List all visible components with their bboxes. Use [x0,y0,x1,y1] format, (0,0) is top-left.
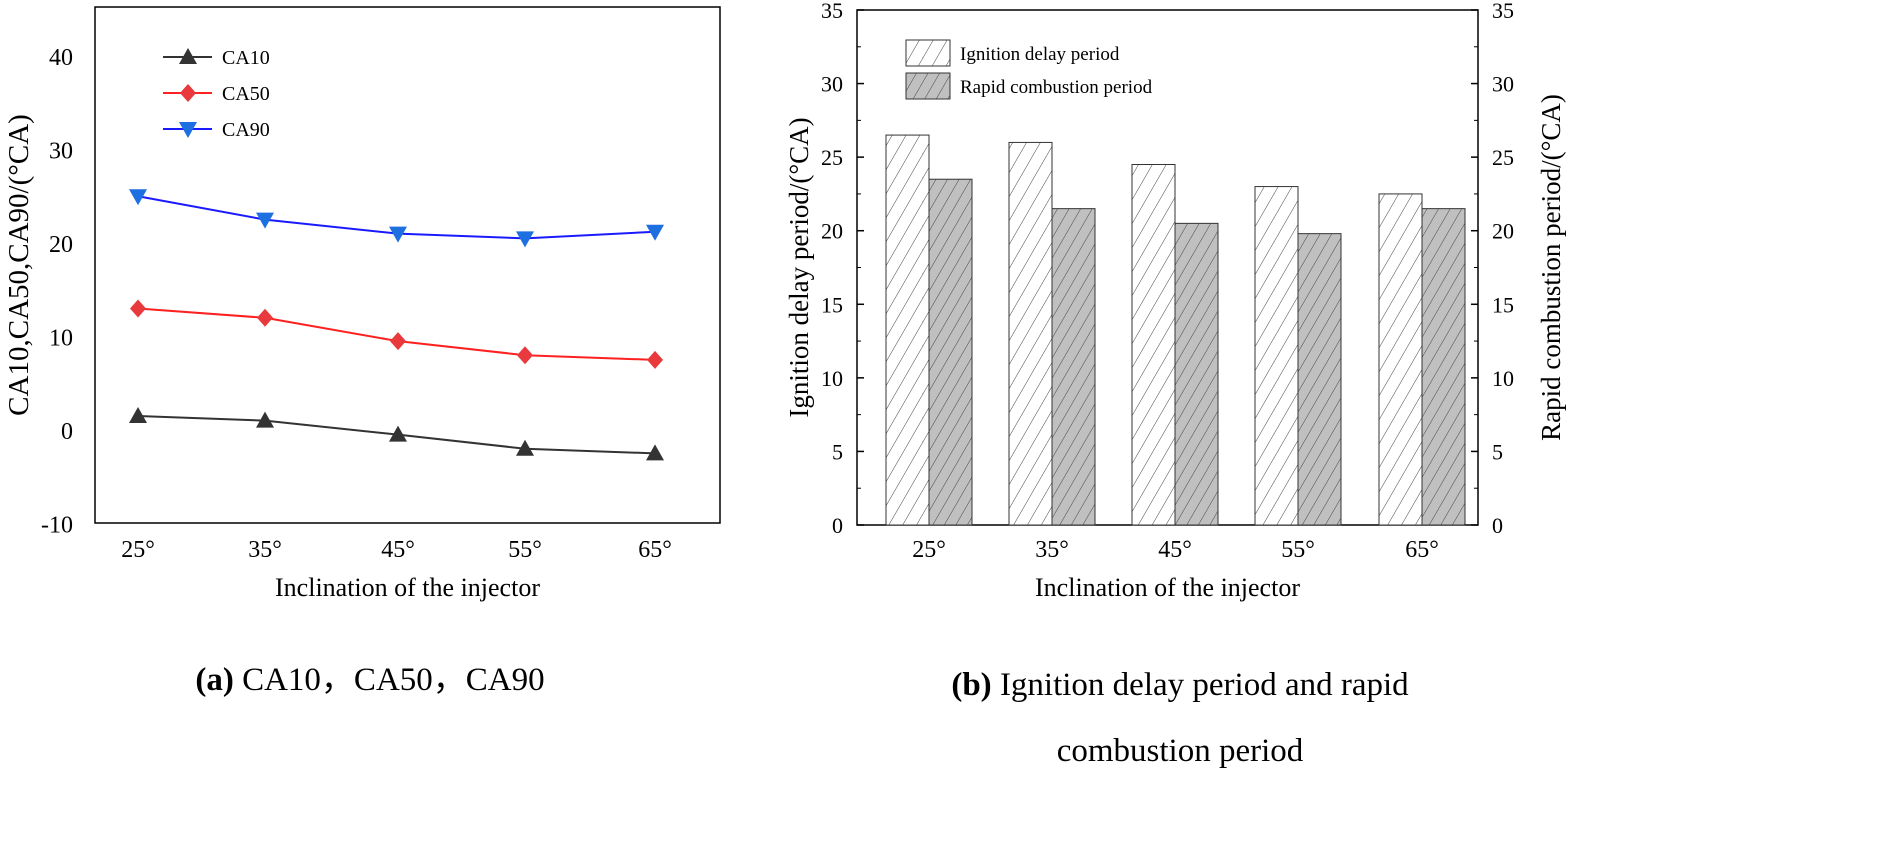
data-point-marker [129,406,147,423]
x-tick-label: 35° [248,537,282,563]
line-chart: -10 0 10 20 30 40 25° 35° 45° 55° 65° Inclination o… [3,6,721,602]
data-point-marker [256,411,274,428]
legend-label: CA90 [222,119,270,141]
data-point-marker [179,122,197,138]
x-tick-label: 65° [638,537,672,563]
legend-label: Rapid combustion period [960,77,1153,98]
caption-a-label: (a) [195,662,234,698]
bar [1297,233,1342,526]
data-point-marker [516,231,534,248]
data-point-marker [516,439,534,456]
x-axis-label: Inclination of the injector [275,573,540,602]
bar-chart: 0 0 5 5 10 10 15 15 20 20 25 25 30 30 35 35 25° 35° 45° 55°… [784,0,1566,602]
data-point-marker [647,350,663,369]
x-tick-label: 55° [1281,537,1315,563]
series-ca90 [129,189,664,248]
y-tick-label: 5 [832,439,843,464]
legend-swatch [905,72,951,100]
y-tick-label: 0 [61,419,73,445]
legend-label: Ignition delay period [960,44,1120,65]
data-point-marker [257,308,273,327]
caption-b: (b) Ignition delay period and rapid comb… [880,652,1480,784]
caption-b-line2: combustion period [1056,733,1304,769]
y-tick-label: 30 [821,72,843,97]
x-tick-label: 25° [912,537,946,563]
y-tick-label: 20 [49,232,73,258]
legend-label: CA10 [222,47,270,69]
y-right-tick-label: 0 [1492,513,1503,538]
y-right-tick-label: 25 [1492,145,1514,170]
y-tick-label: 10 [821,366,843,391]
data-point-marker [389,425,407,442]
data-point-marker [256,212,274,229]
series-ca10 [129,406,664,461]
data-point-marker [389,226,407,243]
bar [1421,208,1466,526]
y-right-tick-label: 30 [1492,72,1514,97]
caption-b-line1: Ignition delay period and rapid [991,667,1409,703]
data-point-marker [180,84,196,102]
bar [885,134,930,526]
series-ca50 [130,299,663,369]
y-axis-label: CA10,CA50,CA90/(°CA) [3,114,35,416]
series-bars [928,178,1466,526]
data-point-marker [646,444,664,461]
bar [1254,186,1299,526]
y-right-tick-label: 5 [1492,439,1503,464]
caption-a: (a) CA10，CA50，CA90 [140,652,600,700]
data-point-marker [646,224,664,241]
bar [1378,193,1423,526]
data-point-marker [130,299,146,318]
x-tick-label: 45° [1158,537,1192,563]
caption-b-label: (b) [951,667,992,703]
legend-label: CA50 [222,83,270,105]
bar [928,178,973,526]
y-tick-label: 15 [821,292,843,317]
bar [1051,208,1096,526]
x-tick-label: 55° [508,537,542,563]
x-tick-label: 35° [1035,537,1069,563]
data-point-marker [390,332,406,351]
y-tick-label: 40 [49,45,73,71]
bar [1008,141,1053,526]
legend-item: CA10 [163,47,270,69]
legend-item: CA50 [163,83,270,105]
y-tick-label: 30 [49,139,73,165]
y-right-tick-label: 20 [1492,219,1514,244]
y-axis-label: Ignition delay period/(°CA) [784,117,814,417]
legend-swatch [905,39,951,67]
bar [1131,164,1176,526]
legend-item: CA90 [163,119,270,141]
y-tick-label: 20 [821,219,843,244]
x-tick-label: 25° [121,537,155,563]
y-tick-label: 0 [832,513,843,538]
x-axis-label: Inclination of the injector [1035,573,1300,602]
y-tick-label: 10 [49,326,73,352]
caption-a-text: CA10，CA50，CA90 [233,662,545,698]
y-right-tick-label: 35 [1492,0,1514,23]
y-tick-label: 25 [821,145,843,170]
series-bars [885,134,1423,526]
data-point-marker [129,189,147,206]
y-tick-label: -10 [41,513,73,539]
x-tick-label: 45° [381,537,415,563]
bar [1174,222,1219,526]
y-right-tick-label: 15 [1492,292,1514,317]
data-point-marker [517,346,533,365]
data-point-marker [179,48,197,64]
y-right-axis-label: Rapid combustion period/(°CA) [1536,94,1566,441]
plot-frame [94,6,721,524]
y-right-tick-label: 10 [1492,366,1514,391]
y-tick-label: 35 [821,0,843,23]
x-tick-label: 65° [1405,537,1439,563]
